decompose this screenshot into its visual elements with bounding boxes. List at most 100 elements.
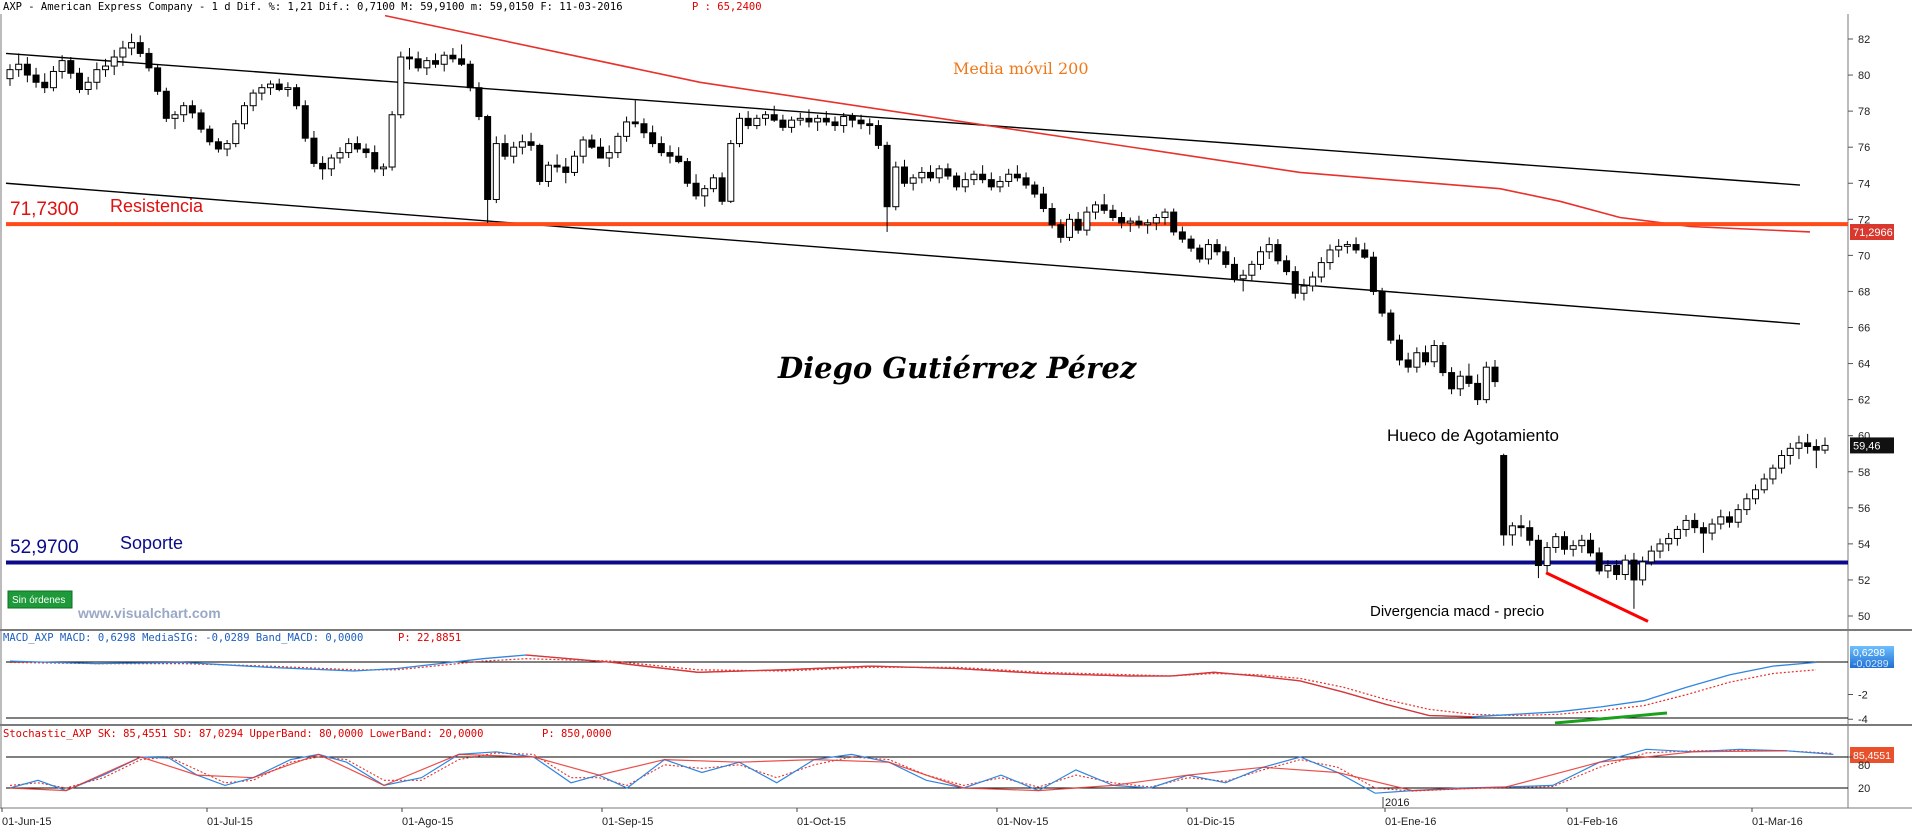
candle-body bbox=[223, 143, 231, 150]
stochastic-panel: 85,4551 20 80 bbox=[6, 747, 1894, 795]
candle-body bbox=[492, 143, 500, 200]
ma200-price-tag-bg bbox=[1850, 223, 1894, 240]
candle-body bbox=[1804, 442, 1812, 448]
candle-body bbox=[944, 168, 952, 177]
price-panel: 505254565860626466687072747678808271,296… bbox=[5, 14, 1894, 623]
candle-body bbox=[1630, 559, 1638, 581]
channel-lower-line bbox=[5, 182, 1801, 325]
candle-body bbox=[544, 164, 552, 182]
candle-body bbox=[1422, 352, 1430, 363]
candle-body bbox=[362, 148, 370, 154]
candle-body bbox=[1604, 565, 1612, 572]
candle-body bbox=[718, 177, 726, 202]
candle-body bbox=[432, 60, 440, 65]
candle-body bbox=[1022, 177, 1030, 186]
macd-line-bearish bbox=[525, 654, 1473, 718]
candle-body bbox=[327, 157, 335, 170]
candle-body bbox=[1665, 537, 1673, 545]
support-label: Soporte bbox=[120, 533, 183, 553]
candle-body bbox=[1213, 244, 1221, 253]
candle-body bbox=[293, 87, 301, 107]
candle-body bbox=[1639, 561, 1647, 581]
candle-body bbox=[927, 171, 935, 179]
candle-body bbox=[814, 117, 822, 123]
candle-body bbox=[1795, 442, 1803, 449]
candle-body bbox=[1222, 251, 1230, 265]
candle-body bbox=[935, 168, 943, 179]
macd-panel: -4 -2 0,6298-0,0289 bbox=[6, 646, 1894, 726]
candle-body bbox=[614, 135, 622, 154]
candle-body bbox=[1395, 339, 1403, 361]
candle-body bbox=[1092, 204, 1100, 213]
x-tick-label: 01-Oct-15 bbox=[797, 816, 846, 828]
candle-body bbox=[206, 128, 214, 143]
candle-body bbox=[23, 63, 31, 76]
macd-signal-tag: -0,0289 bbox=[1853, 658, 1889, 670]
candle-body bbox=[657, 143, 665, 154]
candle-body bbox=[840, 116, 848, 127]
candle-body bbox=[1699, 527, 1707, 534]
candle-body bbox=[1673, 528, 1681, 539]
candle-body bbox=[484, 116, 492, 200]
candle-body bbox=[1430, 345, 1438, 363]
ma200-label: Media móvil 200 bbox=[953, 59, 1089, 78]
stoch-value-tag-bg bbox=[1850, 747, 1894, 763]
candle-body bbox=[214, 141, 222, 150]
main-header-p: P : 65,2400 bbox=[692, 1, 762, 13]
candle-body bbox=[692, 182, 700, 197]
candle-body bbox=[15, 63, 23, 71]
candle-body bbox=[1439, 345, 1447, 374]
candle-body bbox=[154, 67, 162, 92]
candle-body bbox=[1543, 546, 1551, 567]
orders-badge[interactable] bbox=[7, 590, 73, 609]
author-signature: Diego Gutiérrez Pérez bbox=[777, 351, 1137, 385]
candle-body bbox=[1647, 550, 1655, 563]
candle-body bbox=[987, 179, 995, 188]
candle-body bbox=[1778, 455, 1786, 469]
last-price-tag-bg bbox=[1850, 437, 1894, 454]
candle-body bbox=[1387, 312, 1395, 341]
candle-body bbox=[770, 114, 778, 121]
y-tick-label: 64 bbox=[1858, 359, 1870, 371]
candle-body bbox=[1404, 359, 1412, 368]
macd-y-tick-label: -4 bbox=[1858, 714, 1868, 726]
candle-body bbox=[1100, 204, 1108, 211]
candle-body bbox=[796, 117, 804, 121]
candle-body bbox=[1204, 244, 1212, 260]
candle-body bbox=[119, 47, 127, 58]
candle-body bbox=[67, 60, 75, 74]
candle-body bbox=[1239, 274, 1247, 280]
candle-body bbox=[1534, 539, 1542, 567]
candle-body bbox=[1587, 539, 1595, 554]
candle-body bbox=[518, 141, 526, 148]
candle-body bbox=[961, 179, 969, 188]
candle-body bbox=[553, 164, 561, 168]
y-tick-label: 74 bbox=[1858, 178, 1870, 190]
candle-body bbox=[1135, 220, 1143, 226]
candle-body bbox=[883, 144, 891, 208]
x-tick-label: 01-Jul-15 bbox=[207, 816, 253, 828]
candle-body bbox=[666, 152, 674, 157]
candle-body bbox=[6, 69, 14, 80]
candle-body bbox=[735, 117, 743, 145]
macd-header-p: P: 22,8851 bbox=[398, 632, 461, 644]
candle-body bbox=[1361, 249, 1369, 258]
candle-body bbox=[1074, 218, 1082, 231]
candle-body bbox=[874, 125, 882, 146]
candle-body bbox=[1743, 498, 1751, 511]
y-tick-label: 50 bbox=[1858, 611, 1870, 623]
divergence-macd-line bbox=[1554, 711, 1668, 725]
candle-body bbox=[1057, 224, 1065, 238]
candle-body bbox=[1065, 218, 1073, 238]
candle-body bbox=[405, 56, 413, 60]
support-value: 52,9700 bbox=[10, 537, 79, 558]
candle-body bbox=[345, 143, 353, 154]
candle-body bbox=[701, 188, 709, 197]
candle-body bbox=[249, 92, 257, 107]
candle-body bbox=[744, 117, 752, 127]
stochastic-header-p: P: 850,0000 bbox=[542, 728, 612, 740]
candle-body bbox=[1283, 260, 1291, 273]
candle-body bbox=[1613, 565, 1621, 576]
candle-body bbox=[466, 63, 474, 89]
candle-body bbox=[762, 114, 770, 119]
